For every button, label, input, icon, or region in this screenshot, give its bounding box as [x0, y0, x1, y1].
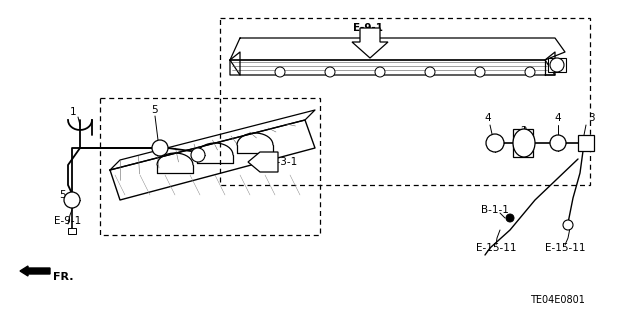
Text: 4: 4 — [484, 113, 492, 123]
Circle shape — [375, 67, 385, 77]
Circle shape — [506, 214, 514, 222]
Text: 1: 1 — [70, 107, 76, 117]
Bar — [100, 98, 320, 235]
Circle shape — [550, 58, 564, 72]
Text: B-1-1: B-1-1 — [481, 205, 509, 215]
Bar — [548, 58, 566, 72]
Ellipse shape — [513, 129, 535, 157]
Polygon shape — [352, 28, 388, 58]
Circle shape — [425, 67, 435, 77]
Circle shape — [191, 148, 205, 162]
Bar — [513, 129, 533, 157]
Text: E-3-1: E-3-1 — [270, 157, 297, 167]
Text: TE04E0801: TE04E0801 — [529, 295, 584, 305]
Circle shape — [275, 67, 285, 77]
Circle shape — [64, 192, 80, 208]
FancyArrow shape — [20, 266, 50, 276]
Circle shape — [325, 67, 335, 77]
Bar — [68, 228, 76, 234]
Text: 4: 4 — [555, 113, 561, 123]
Circle shape — [563, 220, 573, 230]
Circle shape — [550, 135, 566, 151]
Circle shape — [475, 67, 485, 77]
Bar — [578, 135, 594, 151]
Circle shape — [486, 134, 504, 152]
Polygon shape — [248, 152, 278, 172]
Circle shape — [152, 140, 168, 156]
Text: FR.: FR. — [53, 272, 74, 282]
Bar — [220, 18, 590, 185]
Text: E-9-1: E-9-1 — [353, 23, 383, 33]
Text: 2: 2 — [521, 126, 527, 136]
Text: 5: 5 — [59, 190, 66, 200]
Text: 5: 5 — [152, 105, 158, 115]
Text: 3: 3 — [588, 113, 595, 123]
Text: E-15-11: E-15-11 — [545, 243, 585, 253]
Circle shape — [525, 67, 535, 77]
Text: E-9-1: E-9-1 — [54, 216, 82, 226]
Text: E-15-11: E-15-11 — [476, 243, 516, 253]
